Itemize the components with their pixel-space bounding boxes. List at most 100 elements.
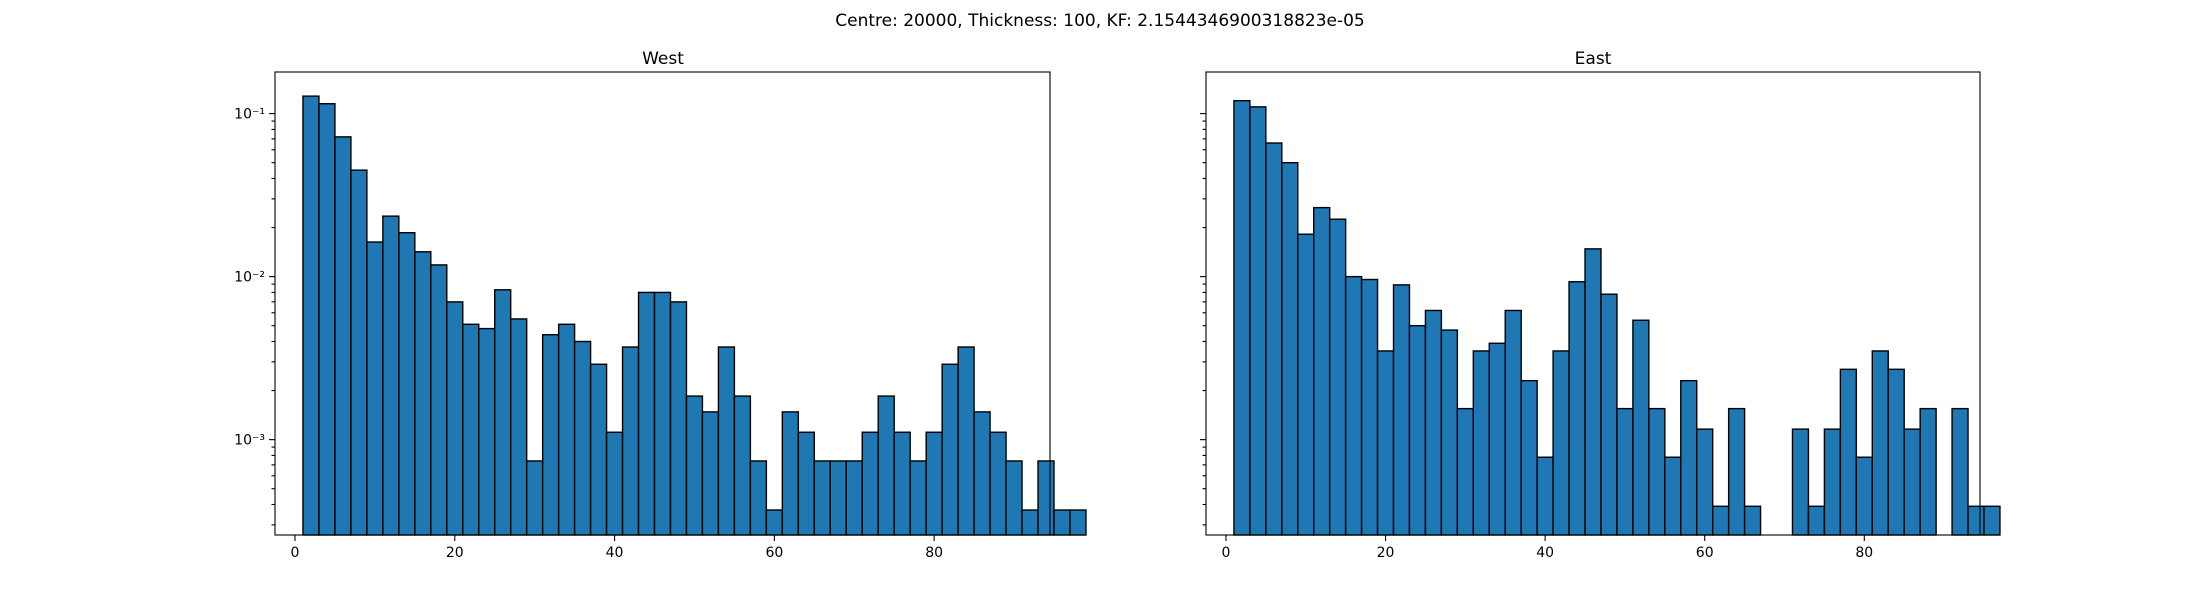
east-bar [1552, 350, 1570, 536]
east-bar [1488, 342, 1506, 536]
west-y-tick-label: 10⁻² [234, 270, 265, 286]
west-bar [813, 460, 831, 536]
west-y-tick-label: 10⁻³ [234, 433, 265, 449]
east-bar [1360, 278, 1379, 536]
west-bar [797, 431, 816, 536]
east-bar [1696, 428, 1714, 536]
west-bar [941, 363, 959, 536]
east-bar [1855, 456, 1873, 536]
west-bar [414, 251, 432, 536]
east-x-tick-label: 80 [1855, 545, 1873, 561]
west-x-tick-label: 20 [446, 545, 464, 561]
west-bar [446, 301, 464, 536]
west-bar [334, 136, 352, 536]
west-bar [717, 346, 736, 536]
east-bars [1233, 100, 2001, 536]
east-bar [1456, 407, 1475, 536]
east-bar [1807, 505, 1826, 536]
west-title: West [642, 49, 684, 69]
east-bar [1233, 100, 1251, 536]
west-bar [382, 215, 400, 536]
east-title: East [1575, 49, 1612, 69]
east-bar [1568, 281, 1586, 536]
east-bar [1249, 106, 1267, 536]
west-bar [749, 460, 768, 536]
east-bar [1727, 407, 1746, 536]
west-ticks: 0 20 40 60 80 10⁻³ 10⁻² 10⁻¹ [234, 107, 943, 561]
west-bar [893, 431, 911, 536]
west-bar [573, 340, 592, 536]
east-bar [1520, 379, 1538, 536]
west-bar [541, 334, 560, 536]
west-axes: West 0 20 40 60 80 10⁻³ 10⁻² 10⁻¹ [234, 49, 1087, 561]
east-bar [1791, 428, 1810, 536]
west-bar [909, 460, 927, 536]
east-bar [1967, 505, 1985, 536]
east-bar [1600, 293, 1618, 536]
east-bar [1536, 456, 1554, 536]
west-bar [509, 318, 528, 536]
west-bar [653, 291, 672, 536]
west-bar [637, 291, 656, 536]
west-bar [1021, 509, 1039, 536]
east-bar [1664, 456, 1682, 536]
west-x-tick-label: 40 [606, 545, 624, 561]
east-bar [1408, 324, 1427, 536]
west-bar [765, 509, 784, 536]
west-bar [462, 323, 480, 536]
west-bars [302, 95, 1087, 536]
west-bar [701, 411, 720, 536]
east-bar [1839, 368, 1858, 536]
east-x-tick-label: 20 [1377, 545, 1395, 561]
west-bar [478, 327, 496, 536]
east-bar [1887, 368, 1905, 536]
west-bar [1037, 460, 1055, 536]
west-bar [957, 346, 975, 536]
west-bar [989, 431, 1007, 536]
west-y-tick-label: 10⁻¹ [234, 107, 265, 123]
east-bar [1265, 142, 1283, 536]
east-bar [1376, 350, 1395, 536]
east-x-tick-label: 0 [1221, 545, 1230, 561]
east-ticks: 0 20 40 60 80 [1200, 113, 1873, 561]
east-bar [1871, 350, 1889, 536]
west-x-tick-label: 60 [765, 545, 783, 561]
east-bar [1648, 407, 1666, 536]
east-x-tick-label: 40 [1536, 545, 1554, 561]
east-bar [1313, 206, 1331, 536]
east-bar [1328, 218, 1347, 536]
west-bar [925, 431, 943, 536]
east-bar [1951, 407, 1969, 536]
west-bar [589, 363, 608, 536]
west-bar [1069, 509, 1087, 536]
west-frame [274, 71, 1051, 536]
west-bar [973, 411, 991, 536]
west-bar [398, 231, 416, 536]
west-bar [525, 460, 544, 536]
west-bar [430, 264, 448, 536]
west-bar [1005, 460, 1023, 536]
east-bar [1711, 505, 1730, 536]
west-bar [605, 431, 624, 536]
figure-suptitle: Centre: 20000, Thickness: 100, KF: 2.154… [835, 11, 1365, 31]
west-x-tick-label: 80 [925, 545, 943, 561]
east-bar [1743, 505, 1762, 536]
east-bar [1616, 407, 1634, 536]
west-bar [861, 431, 879, 536]
east-frame [1205, 71, 1981, 536]
east-axes: East 0 20 40 60 80 [1200, 49, 2001, 561]
west-bar [302, 95, 320, 536]
west-bar [494, 289, 512, 536]
east-bar [1680, 379, 1698, 536]
west-bar [685, 395, 704, 536]
east-x-tick-label: 60 [1696, 545, 1714, 561]
west-bar [733, 395, 752, 536]
west-bar [621, 346, 640, 536]
east-bar [1344, 275, 1363, 536]
west-bar [1053, 509, 1071, 536]
east-bar [1297, 233, 1315, 536]
east-bar [1472, 350, 1490, 536]
east-bar [1281, 161, 1299, 536]
west-bar [845, 460, 863, 536]
west-bar [350, 169, 368, 536]
